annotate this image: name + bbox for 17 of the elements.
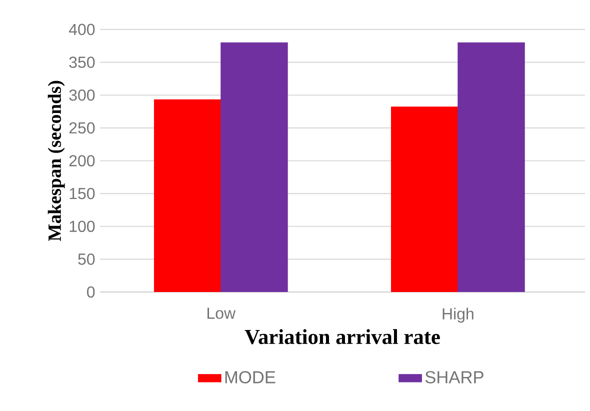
x-tick-label: High (442, 308, 474, 323)
y-axis-title: Makespan (seconds) (48, 80, 65, 242)
y-tick-label: 100 (70, 220, 95, 232)
x-axis-title: Variation arrival rate (244, 329, 440, 344)
legend-label: SHARP (425, 371, 484, 384)
bar (154, 99, 222, 292)
legend-label: MODE (225, 371, 276, 384)
y-tick-label: 400 (68, 24, 95, 36)
bar (391, 106, 458, 292)
y-tick-label: 250 (69, 122, 95, 134)
y-tick-label: 50 (78, 254, 95, 265)
y-tick-label: 300 (69, 89, 95, 101)
y-tick-label: 200 (69, 155, 95, 166)
x-tick-label: Low (208, 308, 236, 319)
y-tick-label: 0 (87, 286, 95, 298)
y-tick-label: 350 (69, 56, 95, 68)
y-tick-label: 150 (70, 188, 95, 200)
